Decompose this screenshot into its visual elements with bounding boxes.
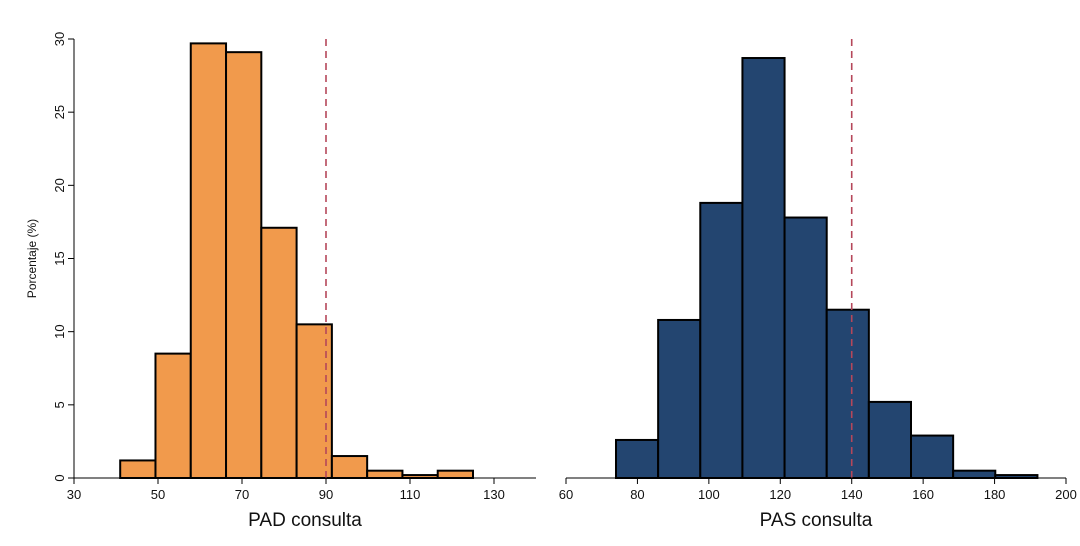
pas-bar-6 (867, 400, 912, 480)
pad-x-tick-label-30: 30 (67, 487, 81, 502)
pas-bar-3 (741, 57, 786, 479)
pad-bar-9 (436, 469, 474, 479)
pas-bar-1 (657, 318, 702, 479)
pad-bar-7 (366, 469, 404, 479)
pas-x-tick-label-100: 100 (698, 487, 720, 502)
pad-y-tick-label-20: 20 (52, 178, 67, 192)
pad-x-tick-label-90: 90 (319, 487, 333, 502)
pad-y-tick-label-30: 30 (52, 32, 67, 46)
pad-x-tick-label-130: 130 (483, 487, 505, 502)
pad-y-tick-label-15: 15 (52, 251, 67, 265)
pad-y-tick-label-25: 25 (52, 105, 67, 119)
pad-bar-3 (225, 51, 263, 479)
pas-x-tick-label-80: 80 (630, 487, 644, 502)
pas-bar-7 (910, 434, 955, 479)
pad-x-tick-label-50: 50 (151, 487, 165, 502)
pas-bar-5 (825, 308, 870, 480)
pad-bar-1 (154, 352, 192, 479)
pad-x-tick-label-110: 110 (400, 487, 421, 502)
pad-x-axis-label: PAD consulta (248, 510, 362, 531)
pad-y-axis-label: Porcentaje (%) (25, 219, 39, 298)
pas-x-tick-label-180: 180 (984, 487, 1006, 502)
pas-x-tick-label-60: 60 (559, 487, 573, 502)
pas-bar-4 (783, 216, 828, 479)
pas-x-tick-label-160: 160 (912, 487, 934, 502)
pas-x-axis-label: PAS consulta (760, 510, 873, 531)
pad-y-tick-label-5: 5 (52, 401, 67, 408)
pas-histogram-panel: 60 80 100 120 140 160 180 200 PAS consulta (559, 39, 1077, 531)
pad-histogram-panel: 30 50 70 90 110 130 PAD consulta 0 5 10 15 20 25 30 Po… (25, 32, 536, 531)
pad-bar-0 (119, 459, 157, 480)
pad-y-tick-label-10: 10 (52, 324, 67, 338)
pad-bar-6 (330, 455, 369, 479)
pad-bar-4 (260, 226, 298, 479)
pad-bar-2 (189, 42, 228, 479)
pas-bar-0 (615, 438, 660, 480)
pas-x-tick-label-200: 200 (1055, 487, 1077, 502)
pad-x-tick-label-70: 70 (235, 487, 249, 502)
pas-x-tick-label-140: 140 (841, 487, 863, 502)
pas-x-tick-label-120: 120 (769, 487, 791, 502)
pas-bar-8 (952, 469, 997, 479)
pad-y-tick-label-0: 0 (52, 474, 67, 481)
pas-bar-2 (699, 201, 744, 479)
